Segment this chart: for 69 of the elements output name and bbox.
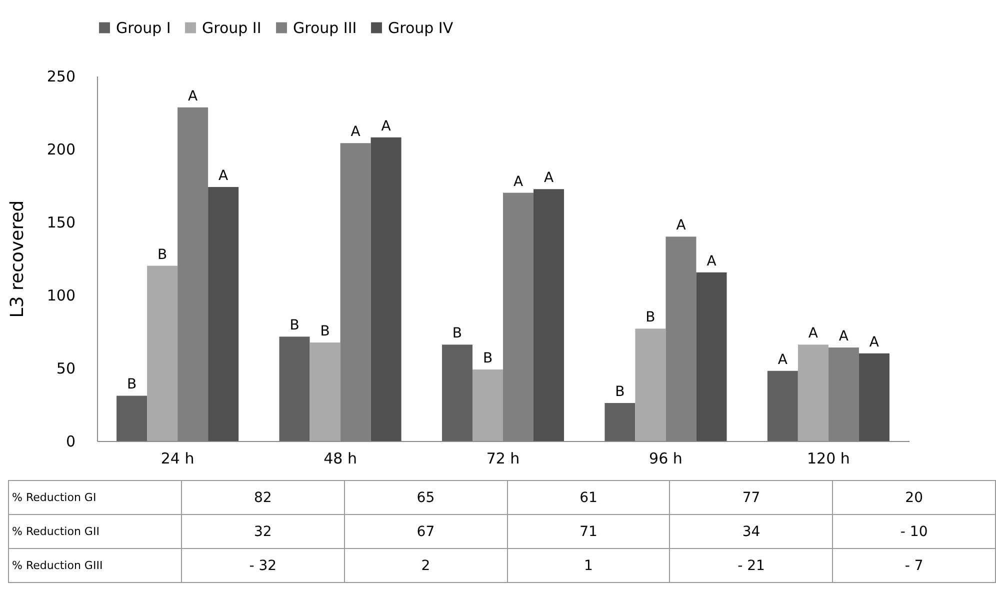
text: 67 [344, 514, 508, 548]
bar [116, 396, 148, 441]
data-label: A [869, 334, 880, 350]
bar [798, 344, 828, 441]
legend-label: Group III [293, 18, 357, 37]
text: - 21 [670, 548, 833, 582]
bar [858, 353, 890, 441]
bar [370, 137, 402, 441]
text: 65 [344, 480, 508, 514]
x-tick-label: 96 h [649, 450, 682, 468]
y-tick-label: 0 [66, 432, 76, 450]
text: % Reduction GII [8, 514, 182, 548]
bar [767, 370, 798, 441]
data-label: A [808, 326, 818, 342]
text: - 32 [182, 548, 344, 582]
data-label: A [838, 328, 849, 345]
legend-label: Group I [116, 18, 171, 37]
bar [635, 328, 666, 441]
bar [472, 369, 503, 441]
bar [442, 344, 472, 441]
data-label: B [157, 246, 168, 263]
y-tick-label: 200 [46, 140, 76, 158]
data-label: B [482, 350, 493, 366]
data-label: A [188, 88, 198, 104]
text: 20 [832, 480, 996, 514]
data-label: A [218, 168, 229, 184]
bar [604, 403, 636, 441]
x-tick-label: 48 h [324, 450, 357, 468]
data-label: A [778, 352, 788, 368]
bar [534, 189, 564, 441]
bar [208, 186, 239, 441]
data-label: B [615, 384, 625, 400]
data-label: A [513, 174, 524, 190]
y-tick-label: 50 [56, 360, 76, 378]
bar [279, 336, 310, 441]
data-label: B [646, 310, 656, 326]
x-tick-label: 72 h [486, 450, 520, 468]
text: - 10 [832, 514, 996, 548]
data-label: B [452, 326, 462, 342]
data-label: A [350, 124, 361, 140]
data-label: B [290, 318, 300, 334]
x-tick-label: 24 h [160, 450, 194, 468]
bar [147, 266, 178, 441]
data-label: A [544, 170, 554, 186]
data-label: B [126, 376, 137, 393]
data-label: A [676, 218, 686, 234]
text: 61 [507, 480, 670, 514]
y-tick-label: 250 [46, 68, 76, 86]
text: % Reduction GIII [8, 548, 182, 582]
text: 71 [507, 514, 670, 548]
y-tick-label: 100 [46, 286, 76, 304]
text: 1 [507, 548, 670, 582]
text: 82 [182, 480, 344, 514]
data-label: A [706, 253, 717, 270]
text: 77 [670, 480, 833, 514]
legend-label: Group II [202, 18, 262, 37]
y-tick-label: 150 [46, 214, 76, 232]
legend-label: Group IV [388, 18, 454, 37]
data-label: A [381, 118, 392, 134]
text: 32 [182, 514, 344, 548]
x-tick-label: 120 h [807, 450, 850, 468]
text: 2 [344, 548, 508, 582]
y-axis-title: L3 recovered [6, 200, 28, 318]
text: 34 [670, 514, 833, 548]
bar [696, 272, 727, 441]
bar [310, 342, 340, 441]
data-label: B [320, 323, 330, 340]
text: % Reduction GI [8, 480, 182, 514]
text: - 7 [832, 548, 996, 582]
